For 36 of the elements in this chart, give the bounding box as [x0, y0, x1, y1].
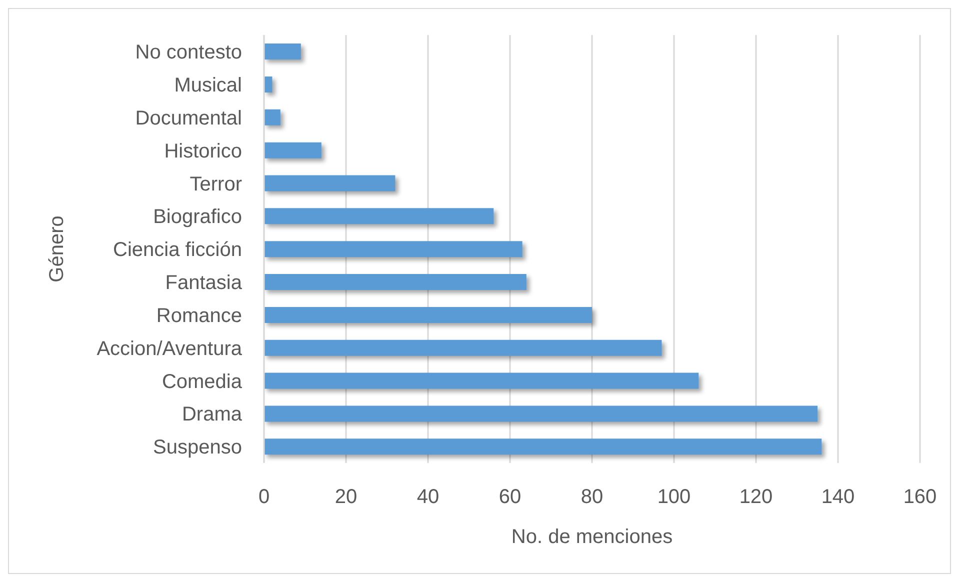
bar: [264, 438, 822, 455]
bar: [264, 142, 322, 158]
x-tick-label: 160: [903, 486, 937, 508]
y-tick-label: Comedia: [162, 370, 243, 393]
x-axis-title: No. de menciones: [511, 526, 673, 548]
y-tick-label: Fantasia: [165, 272, 243, 294]
x-tick-label: 20: [334, 486, 358, 508]
y-tick-label: Historico: [164, 140, 242, 162]
x-tick-label: 100: [657, 486, 691, 508]
y-tick-label: Drama: [182, 404, 243, 426]
y-tick-label: No contesto: [135, 42, 242, 64]
y-tick-label: Accion/Aventura: [96, 338, 243, 360]
x-tick-label: 0: [258, 486, 270, 508]
bar: [264, 306, 592, 323]
bar: [264, 274, 526, 290]
bar: [264, 208, 494, 224]
bar: [264, 372, 699, 389]
y-tick-label: Biografico: [153, 206, 242, 228]
y-tick-label: Musical: [174, 74, 242, 96]
y-axis-title: Género: [46, 216, 68, 282]
y-tick-label: Romance: [156, 304, 242, 327]
x-tick-label: 140: [821, 486, 855, 508]
bar: [264, 175, 396, 192]
x-tick-label: 80: [580, 486, 604, 508]
bar: [264, 109, 280, 126]
y-tick-label: Ciencia ficción: [113, 239, 242, 262]
x-tick-label: 60: [498, 486, 522, 508]
bar: [264, 340, 662, 356]
x-tick-label: 120: [739, 486, 773, 508]
x-tick-label: 40: [416, 486, 440, 508]
y-tick-label: Terror: [190, 173, 242, 196]
y-tick-label: Suspenso: [153, 436, 242, 459]
bar: [264, 241, 522, 258]
y-tick-label: Documental: [135, 107, 242, 130]
bar: [264, 406, 818, 422]
bar: [264, 44, 301, 60]
